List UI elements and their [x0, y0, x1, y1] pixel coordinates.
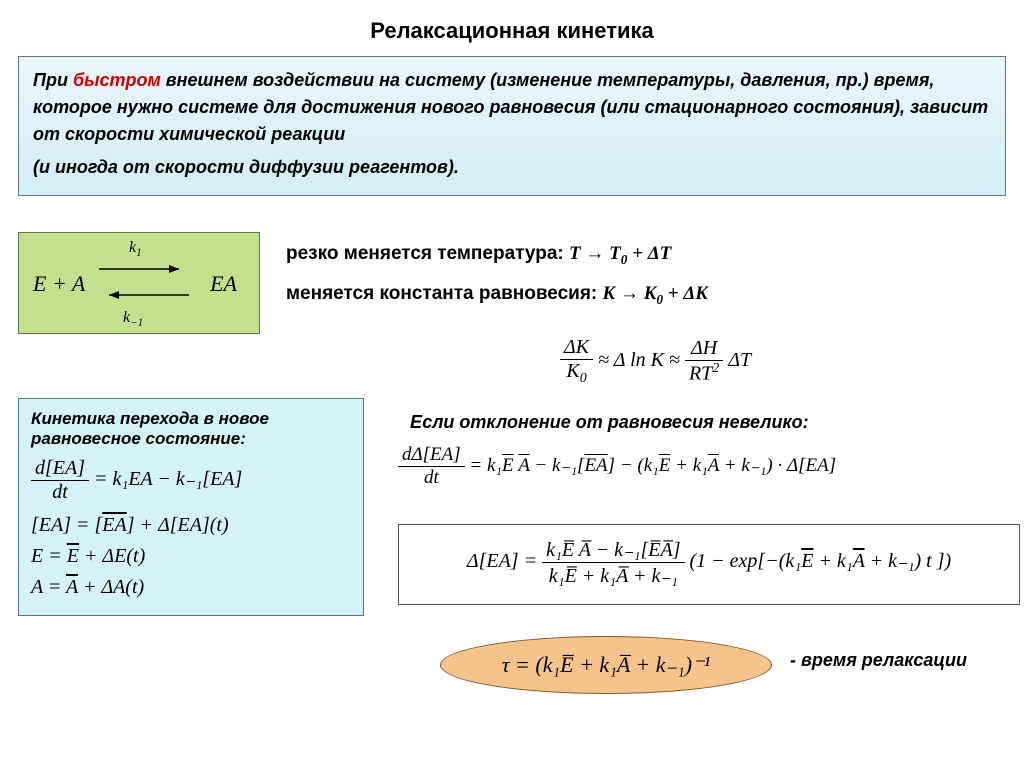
- intro-pre: При: [33, 70, 73, 90]
- intro-line2: (и иногда от скорости диффузии реагентов…: [33, 154, 991, 181]
- intro-rest: внешнем воздействии на систему (изменени…: [33, 70, 988, 144]
- reaction-left: E + A: [33, 271, 85, 297]
- temp-label2: меняется константа равновесия:: [286, 283, 603, 304]
- intro-box: При быстром внешнем воздействии на систе…: [18, 56, 1006, 196]
- deviation-heading: Если отклонение от равновесия невелико:: [410, 412, 809, 433]
- reaction-scheme: k1 k−1 E + A EA: [18, 232, 260, 334]
- relaxation-time-formula: τ = (k₁E̅ + k₁A̅ + k₋₁)⁻¹: [440, 636, 772, 694]
- temp-label1: резко меняется температура:: [286, 243, 569, 264]
- kinetics-heading: Кинетика перехода в новое равновесное со…: [31, 409, 351, 449]
- kinetics-eq2: [EA] = [EA] + Δ[EA](t): [31, 514, 351, 537]
- reaction-arrows-icon: [89, 255, 199, 309]
- kinetics-eq3: E = E + ΔE(t): [31, 545, 351, 568]
- page-title: Релаксационная кинетика: [0, 0, 1024, 56]
- rate-k-minus-1: k−1: [123, 309, 143, 329]
- reaction-right: EA: [210, 271, 237, 297]
- relaxation-time-label: - время релаксации: [790, 650, 967, 671]
- vant-hoff-equation: ΔKK0 ≈ Δ ln K ≈ ΔHRT2 ΔT: [560, 336, 751, 387]
- temperature-change: резко меняется температура: T → T0 + ΔT …: [286, 234, 708, 314]
- kinetics-eq4: A = A + ΔA(t): [31, 576, 351, 599]
- kinetics-box: Кинетика перехода в новое равновесное со…: [18, 398, 364, 616]
- intro-text: При быстром внешнем воздействии на систе…: [33, 70, 988, 144]
- intro-fast-word: быстром: [73, 70, 161, 90]
- solution-equation: Δ[EA] = k₁E̅ A̅ − k₋₁[E̅A̅]k₁E̅ + k₁A̅ +…: [398, 524, 1020, 605]
- kinetics-eq1: d[EA]dt = k₁EA − k₋₁[EA]: [31, 457, 351, 504]
- linearized-equation: dΔ[EA]dt = k₁E A − k₋₁[EA] − (k₁E + k₁A …: [398, 444, 836, 489]
